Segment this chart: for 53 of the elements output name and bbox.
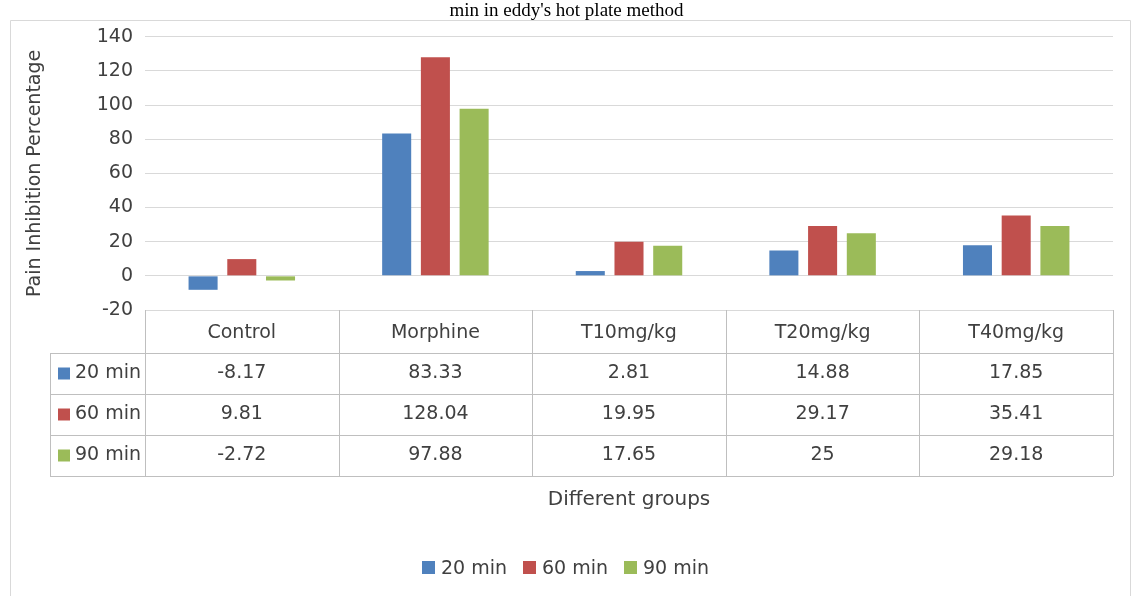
x-tick-label: T40mg/kg: [967, 320, 1065, 343]
x-tick-label: Morphine: [390, 320, 480, 343]
bar: [575, 271, 605, 276]
chart-title: min in eddy's hot plate method: [449, 0, 685, 21]
x-tick-label: T20mg/kg: [773, 320, 871, 343]
bar: [420, 57, 450, 276]
data-label: 17.85: [989, 360, 1044, 383]
bar: [188, 276, 218, 290]
data-label: 97.88: [408, 442, 463, 465]
data-label: 83.33: [408, 360, 463, 383]
data-label: 19.95: [601, 401, 657, 424]
text: 90 min: [643, 556, 710, 578]
bar: [1001, 215, 1031, 276]
y-tick-label: 20: [108, 228, 133, 251]
data-label: 14.88: [795, 360, 850, 383]
bar: [459, 108, 489, 276]
y-tick-label: 140: [96, 23, 133, 46]
data-label: 35.41: [989, 401, 1044, 424]
data-label: 29.18: [989, 442, 1044, 465]
y-tick-label: 80: [108, 126, 133, 149]
bar: [266, 276, 296, 281]
text: 20 min: [440, 556, 507, 578]
bar: [653, 245, 683, 276]
data-label: 29.17: [795, 401, 850, 424]
bar: [962, 245, 992, 276]
y-tick-label: 40: [108, 194, 133, 217]
data-label: 25: [810, 442, 835, 465]
y-tick-label: 120: [96, 57, 133, 80]
y-tick-label: -20: [101, 296, 133, 319]
y-tick-label: 0: [120, 262, 133, 285]
bar: [227, 259, 257, 276]
bar: [1040, 226, 1070, 276]
text: Different groups: [547, 486, 711, 511]
y-tick-label: 100: [96, 92, 133, 115]
bar: [614, 241, 644, 276]
x-tick-label: T10mg/kg: [580, 320, 677, 343]
data-label: -8.17: [217, 360, 267, 383]
data-label: -2.72: [217, 442, 267, 465]
y-axis-title: Pain Inhibition Percentage: [22, 49, 45, 298]
data-label: 9.81: [220, 401, 263, 424]
data-label: 128.04: [402, 401, 469, 424]
bar: [769, 250, 799, 276]
data-label: 17.65: [601, 442, 657, 465]
y-tick-label: 60: [108, 160, 133, 183]
x-tick-label: Control: [207, 320, 277, 343]
text: 60 min: [541, 556, 609, 578]
bar: [808, 226, 838, 276]
legend-label: 90 min: [75, 442, 142, 465]
legend-label: 60 min: [75, 401, 142, 424]
legend-label: 20 min: [75, 360, 142, 383]
bar: [846, 233, 876, 276]
bar: [382, 133, 412, 276]
data-label: 2.81: [607, 360, 651, 383]
